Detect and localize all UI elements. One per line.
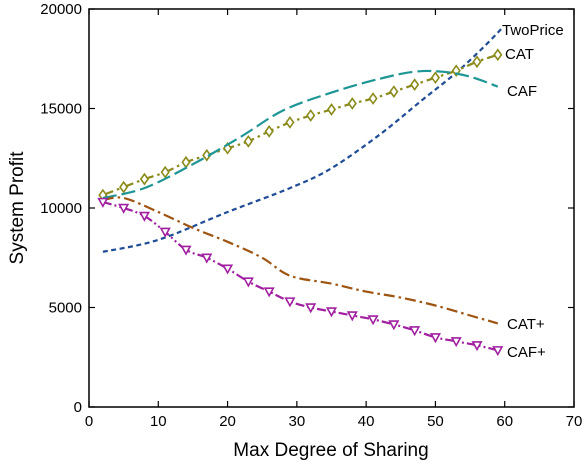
x-tick-label: 50 — [427, 413, 444, 430]
y-tick-label: 10000 — [40, 200, 82, 217]
data-point-cat — [119, 180, 129, 194]
series-label-twoprice: TwoPrice — [502, 22, 564, 39]
x-tick-label: 40 — [358, 413, 375, 430]
series-line-twoprice — [102, 28, 503, 253]
data-point-cat — [264, 125, 274, 138]
x-tick-label: 60 — [496, 413, 513, 430]
data-point-caf-plus — [201, 253, 213, 264]
data-point-caf-plus — [429, 333, 441, 344]
data-point-cat — [368, 92, 378, 105]
data-point-cat — [326, 103, 337, 116]
data-point-caf-plus — [325, 307, 338, 318]
data-point-cat — [410, 78, 420, 91]
data-point-caf-plus — [159, 227, 171, 238]
series-line-caf-plus — [102, 200, 499, 352]
series-line-caf — [102, 69, 499, 200]
y-tick-label: 20000 — [40, 1, 82, 18]
data-point-cat — [181, 155, 191, 169]
series-label-cat-plus: CAT+ — [507, 316, 545, 333]
y-axis-title: System Profit — [7, 151, 28, 265]
data-point-cat — [160, 165, 170, 179]
x-axis-title: Max Degree of Sharing — [233, 440, 428, 461]
data-point-caf-plus — [222, 264, 234, 275]
data-point-caf-plus — [450, 337, 462, 348]
x-tick-label: 10 — [150, 413, 167, 430]
data-point-cat — [202, 148, 212, 162]
data-point-cat — [285, 116, 295, 129]
data-point-cat — [243, 134, 253, 148]
data-point-caf-plus — [118, 203, 130, 214]
data-point-caf-plus — [492, 346, 504, 357]
data-point-caf-plus — [367, 315, 379, 326]
series-lines — [97, 28, 504, 357]
data-point-cat — [306, 109, 316, 122]
data-point-caf-plus — [305, 303, 317, 314]
x-tick-label: 0 — [85, 413, 93, 430]
y-tick-label: 15000 — [40, 101, 82, 118]
data-point-caf-plus — [263, 287, 275, 298]
data-point-caf-plus — [346, 311, 358, 322]
data-point-cat — [430, 71, 441, 85]
series-label-caf: CAF — [507, 83, 537, 100]
y-tick-label: 5000 — [49, 300, 82, 317]
y-tick-label: 0 — [74, 399, 82, 416]
series-label-caf-plus: CAF+ — [507, 344, 546, 361]
data-point-cat — [493, 48, 503, 62]
axis-ticks: 0 10 20 30 40 50 60 70 0 5000 10000 15000 20000 — [40, 1, 582, 430]
series-label-cat: CAT — [505, 46, 534, 63]
data-point-cat — [347, 97, 357, 110]
x-tick-label: 20 — [219, 413, 236, 430]
x-tick-label: 30 — [289, 413, 306, 430]
data-point-caf-plus — [471, 341, 483, 352]
data-point-cat — [389, 85, 399, 98]
data-point-caf-plus — [97, 197, 109, 208]
data-point-cat — [139, 172, 150, 186]
series-labels: TwoPrice CAT CAF CAT+ CAF+ — [502, 22, 564, 361]
data-point-caf-plus — [409, 326, 421, 337]
data-point-caf-plus — [284, 297, 296, 308]
data-point-caf-plus — [138, 211, 150, 222]
data-point-caf-plus — [388, 320, 400, 331]
data-point-caf-plus — [180, 245, 192, 256]
series-line-cat-plus — [102, 196, 499, 325]
x-tick-label: 70 — [566, 413, 583, 430]
data-point-cat — [472, 55, 482, 69]
data-point-caf-plus — [242, 277, 254, 288]
